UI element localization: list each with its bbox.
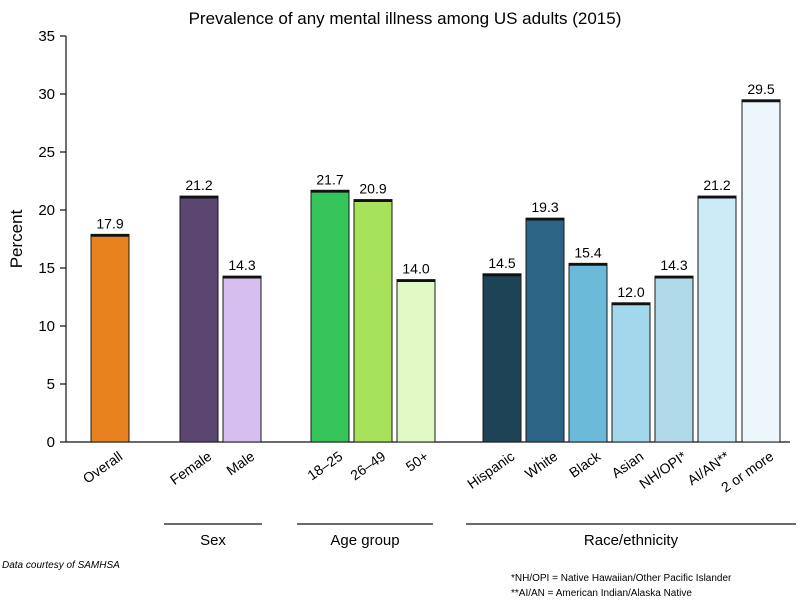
- value-labels: 17.9 21.2 14.3 21.7 20.9 14.0 14.5 19.3 15.4 12.0…: [96, 81, 774, 300]
- bar-1: [179, 195, 219, 443]
- source-note: Data courtesy of SAMHSA: [2, 560, 120, 571]
- value-label-4: 20.9: [359, 181, 386, 197]
- group-label-2: Race/ethnicity: [584, 532, 679, 549]
- value-label-8: 15.4: [574, 244, 601, 260]
- bar-5: [396, 279, 436, 443]
- category-labels: Overall Female Male 18–25 26–49 50+ Hispanic Wh…: [80, 447, 777, 495]
- bar-3: [310, 189, 350, 443]
- category-label-1: Female: [167, 448, 215, 488]
- group-label-1: Age group: [330, 532, 399, 549]
- y-ticks: 0 5 10 15 20 25 30 35: [38, 28, 66, 451]
- category-label-6: Hispanic: [464, 448, 517, 492]
- category-label-5: 50+: [403, 448, 432, 475]
- y-tick-label-5: 5: [47, 376, 55, 393]
- bar-0: [90, 233, 130, 443]
- category-label-8: Black: [566, 447, 604, 480]
- value-label-10: 14.3: [660, 257, 687, 273]
- value-label-2: 14.3: [228, 257, 255, 273]
- value-label-0: 17.9: [96, 215, 123, 231]
- y-tick-label-25: 25: [38, 144, 55, 161]
- y-tick-label-10: 10: [38, 318, 55, 335]
- category-label-2: Male: [223, 448, 257, 479]
- value-label-5: 14.0: [402, 261, 429, 277]
- bar-8: [568, 262, 608, 443]
- bar-11: [697, 195, 737, 443]
- chart-title: Prevalence of any mental illness among U…: [189, 9, 622, 28]
- bar-12: [741, 99, 781, 443]
- bar-2: [222, 275, 262, 443]
- y-tick-label-15: 15: [38, 260, 55, 277]
- footnote-nhopi: *NH/OPI = Native Hawaiian/Other Pacific …: [511, 573, 732, 584]
- bar-10: [654, 275, 694, 443]
- bar-6: [482, 273, 522, 443]
- y-tick-label-20: 20: [38, 202, 55, 219]
- category-label-0: Overall: [80, 448, 126, 487]
- value-label-6: 14.5: [488, 255, 515, 271]
- y-tick-label-35: 35: [38, 28, 55, 45]
- value-label-11: 21.2: [703, 177, 730, 193]
- category-label-4: 26–49: [347, 448, 388, 484]
- bar-9: [611, 302, 651, 443]
- value-label-9: 12.0: [617, 284, 644, 300]
- value-label-1: 21.2: [185, 177, 212, 193]
- bars: [90, 99, 781, 443]
- y-axis-label: Percent: [7, 209, 26, 268]
- category-label-10: NH/OPI*: [636, 448, 690, 492]
- bar-7: [525, 217, 565, 443]
- group-label-0: Sex: [200, 532, 226, 549]
- category-label-7: White: [522, 448, 561, 482]
- group-brackets: Sex Age group Race/ethnicity: [164, 523, 796, 549]
- value-label-7: 19.3: [531, 199, 558, 215]
- bar-4: [353, 199, 393, 443]
- y-tick-label-0: 0: [47, 434, 55, 451]
- value-label-3: 21.7: [316, 171, 343, 187]
- value-label-12: 29.5: [747, 81, 774, 97]
- footnote-aian: **AI/AN = American Indian/Alaska Native: [511, 588, 692, 599]
- category-label-3: 18–25: [304, 448, 345, 484]
- y-tick-label-30: 30: [38, 86, 55, 103]
